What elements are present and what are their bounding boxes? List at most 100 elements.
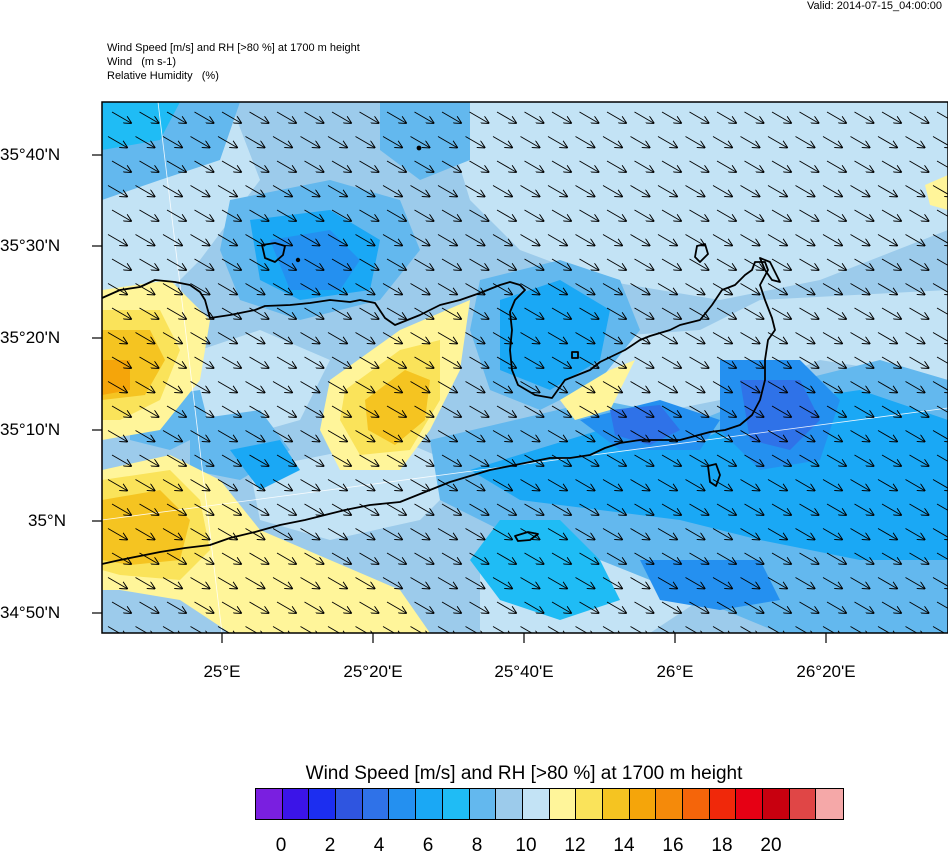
wind-arrow [524,405,544,417]
wind-arrow [465,136,485,148]
wind-arrow [304,209,324,221]
wind-arrow [909,552,929,564]
wind-arrow [932,332,948,344]
wind-arrow [795,479,815,491]
lat-label-35-40: 35°40'N [0,145,61,164]
wind-arrow [492,283,512,295]
wind-arrow [767,626,787,633]
wind-arrow [909,356,929,368]
wind-arrow [465,626,485,633]
wind-arrow [905,234,925,246]
wind-arrow [359,258,379,270]
wind-arrow [795,430,815,442]
wind-arrow [551,503,571,515]
wind-arrow [166,552,186,564]
colorbar-swatch [522,789,550,819]
wind-arrow [382,430,402,442]
wind-arrow [602,479,622,491]
wind-arrow [217,430,237,442]
wind-arrow [496,356,516,368]
wind-arrow [217,234,237,246]
wind-arrow [276,258,296,270]
wind-arrow [936,160,948,172]
wind-arrow [657,136,677,148]
wind-arrow [217,185,237,197]
wind-arrow [767,185,787,197]
wind-arrow [190,234,210,246]
wind-arrow [850,136,870,148]
wind-arrow [905,283,925,295]
wind-arrow [465,479,485,491]
lat-label-35-00: 35°N [28,511,66,530]
wind-arrow [304,454,324,466]
wind-arrow [822,332,842,344]
wind-arrow [850,430,870,442]
wind-arrow [767,528,787,540]
wind-arrow [111,405,131,417]
wind-arrow [551,209,571,221]
wind-arrow [712,577,732,589]
wind-arrow [822,185,842,197]
wind-arrow [524,552,544,564]
wind-arrow [524,258,544,270]
wind-arrow [932,234,948,246]
wind-arrow [355,332,375,344]
wind-arrow [547,577,567,589]
wind-arrow [932,185,948,197]
wind-arrow [469,356,489,368]
wind-arrow [606,601,626,613]
wind-arrow [520,381,540,393]
wind-arrow [685,626,705,633]
wind-arrow [551,307,571,319]
lon-label-26e: 26°E [656,662,694,681]
wind-arrow [881,552,901,564]
wind-arrow [194,454,214,466]
wind-arrow [634,503,654,515]
map-frame [101,101,948,634]
wind-arrow [327,626,347,633]
wind-arrow [386,160,406,172]
wind-arrow [111,601,131,613]
wind-arrow [661,258,681,270]
wind-arrow [854,552,874,564]
wind-arrow [245,528,265,540]
wind-arrow [936,552,948,564]
wind-arrow [166,160,186,172]
wind-arrow [850,234,870,246]
wind-arrow [382,626,402,633]
wind-arrow [221,160,241,172]
wind-arrow [469,454,489,466]
wind-arrow [877,136,897,148]
wind-arrow [272,381,292,393]
wind-arrow [410,332,430,344]
wind-arrow [496,111,516,123]
wind-arrow [744,160,764,172]
wind-arrow [740,136,760,148]
wind-arrow [854,160,874,172]
wind-arrow [272,136,292,148]
wind-arrow [414,552,434,564]
wind-arrow [606,209,626,221]
wind-arrow [190,626,210,633]
wind-arrow [799,258,819,270]
wind-arrow [327,332,347,344]
wind-arrow [162,528,182,540]
wind-arrow [850,626,870,633]
wind-arrow [689,111,709,123]
colorbar-swatch [549,789,577,819]
wind-arrow [359,601,379,613]
wind-arrow [689,307,709,319]
wind-arrow [606,454,626,466]
wind-arrow [630,185,650,197]
wind-arrow [492,185,512,197]
wind-arrow [304,111,324,123]
wind-arrow [272,283,292,295]
wind-arrow [221,258,241,270]
wind-arrow [854,454,874,466]
wind-arrow [634,405,654,417]
wind-arrow [767,136,787,148]
wind-arrow [382,185,402,197]
wind-arrow [909,307,929,319]
wind-arrow [410,283,430,295]
wind-arrow [221,405,241,417]
